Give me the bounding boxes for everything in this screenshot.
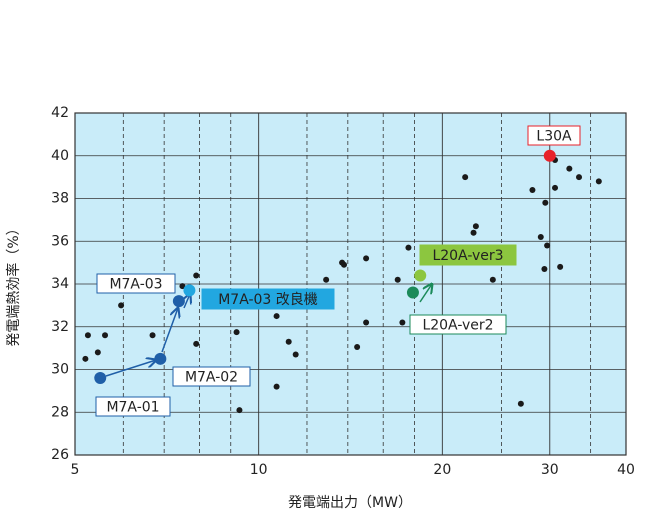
highlight-point — [183, 284, 195, 296]
point — [529, 187, 535, 193]
highlight-point — [173, 295, 185, 307]
point — [405, 245, 411, 251]
x-tick-label: 30 — [541, 462, 559, 478]
point — [552, 185, 558, 191]
y-tick-label: 40 — [51, 148, 69, 164]
point — [234, 329, 240, 335]
point — [462, 174, 468, 180]
point — [544, 243, 550, 249]
point — [85, 332, 91, 338]
y-tick-label: 38 — [51, 191, 69, 207]
point — [193, 272, 199, 278]
point — [341, 262, 347, 268]
y-tick-label: 30 — [51, 362, 69, 378]
point — [274, 384, 280, 390]
point — [576, 174, 582, 180]
point — [542, 200, 548, 206]
point-label: L30A — [536, 129, 572, 145]
point — [193, 341, 199, 347]
point — [293, 352, 299, 358]
highlight-point — [94, 372, 106, 384]
point — [118, 302, 124, 308]
point — [354, 344, 360, 350]
point-label: M7A-02 — [185, 370, 238, 386]
point — [274, 313, 280, 319]
x-tick-label: 5 — [71, 462, 80, 478]
point — [566, 166, 572, 172]
point — [473, 223, 479, 229]
highlight-point — [407, 287, 419, 299]
x-tick-label: 10 — [250, 462, 268, 478]
point — [596, 178, 602, 184]
point — [95, 349, 101, 355]
point — [538, 234, 544, 240]
point — [82, 356, 88, 362]
point — [363, 319, 369, 325]
chart: 発電端熱効率（%） 発電端出力（MW） 26 28 30 32 34 36 38 40 42 5 1… — [0, 0, 646, 516]
point — [471, 230, 477, 236]
y-tick-label: 34 — [51, 276, 69, 292]
point-label: M7A-03 改良機 — [218, 292, 318, 308]
y-tick-label: 28 — [51, 404, 69, 420]
point — [323, 277, 329, 283]
point-label: M7A-03 — [109, 277, 162, 293]
point — [557, 264, 563, 270]
x-axis-label: 発電端出力（MW） — [288, 495, 412, 511]
y-tick-label: 26 — [51, 447, 69, 463]
point — [399, 319, 405, 325]
point — [150, 332, 156, 338]
y-tick-label: 36 — [51, 233, 69, 249]
x-tick-label: 20 — [433, 462, 451, 478]
point — [395, 277, 401, 283]
point — [286, 339, 292, 345]
y-tick-label: 32 — [51, 319, 69, 335]
point-label: L20A-ver3 — [432, 248, 503, 264]
highlight-point — [414, 269, 426, 281]
point — [236, 407, 242, 413]
y-tick-label: 42 — [51, 105, 69, 121]
highlight-point — [154, 353, 166, 365]
x-tick-label: 40 — [617, 462, 635, 478]
highlight-point — [544, 150, 556, 162]
point — [363, 255, 369, 261]
point-label: L20A-ver2 — [422, 318, 493, 334]
point — [102, 332, 108, 338]
y-axis-label: 発電端熱効率（%） — [5, 221, 22, 346]
point — [490, 277, 496, 283]
point — [518, 401, 524, 407]
point — [541, 266, 547, 272]
point-label: M7A-01 — [106, 400, 159, 416]
